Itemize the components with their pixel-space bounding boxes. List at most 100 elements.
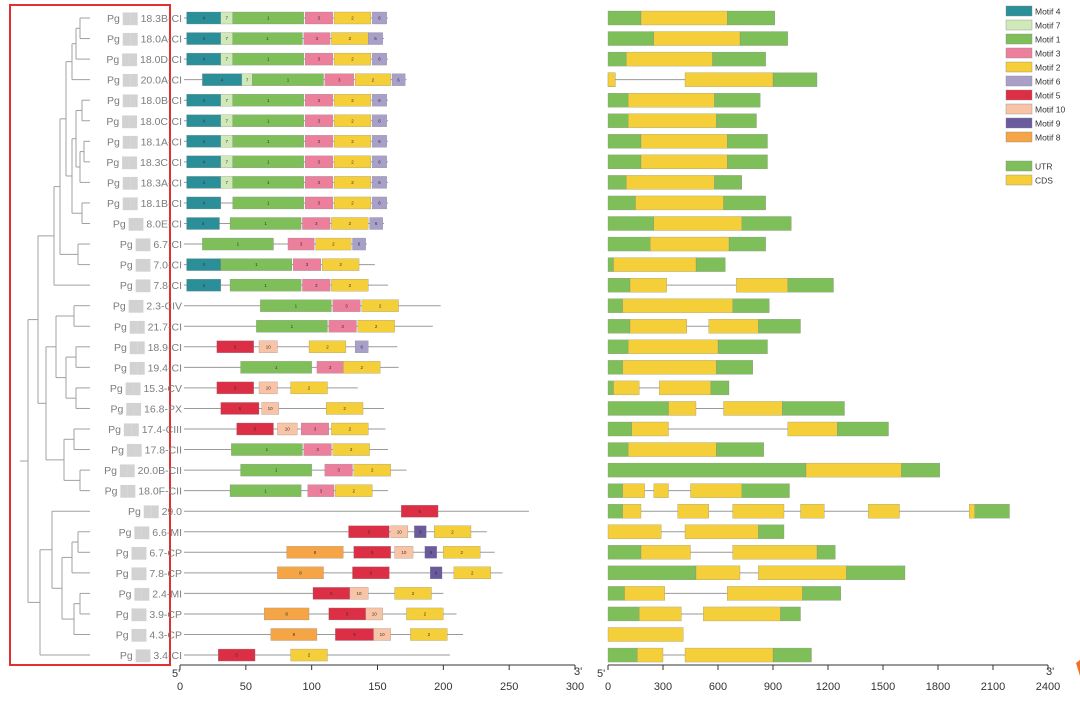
gene-label-redacted: ██ (132, 526, 153, 540)
motif-id-label: 4 (221, 77, 224, 82)
motif-id-label: 4 (202, 221, 205, 226)
utr-segment (607, 51, 627, 67)
gene-label-prefix: Pg (114, 362, 127, 374)
gene-label-prefix: Pg (119, 527, 132, 539)
motif-id-label: 2 (339, 262, 342, 267)
motif-id-label: 2 (360, 365, 363, 370)
motif-id-label: 1 (295, 303, 298, 308)
motif-id-label: 10 (285, 427, 291, 432)
motif-3-box (324, 73, 354, 86)
gene-label-redacted: ██ (120, 197, 141, 211)
cds-segment (640, 10, 728, 26)
gene-label-prefix: Pg (111, 445, 124, 457)
motif-id-label: 7 (225, 36, 228, 41)
cds-segment (684, 647, 774, 663)
gene-label-redacted: ██ (129, 608, 150, 622)
motif-id-label: 1 (264, 283, 267, 288)
gene-label: Pg ██ 18.3A-CI (107, 176, 182, 190)
utr-segment (714, 93, 761, 108)
motif-id-label: 4 (202, 201, 205, 206)
motif-id-label: 5 (234, 344, 237, 349)
gene-label-suffix: 6.7-CP (149, 547, 182, 559)
gene-label: Pg ██ 16.8-PX (110, 402, 182, 416)
gene-axis-tick-label: 900 (764, 681, 782, 693)
gene-label-redacted: ██ (121, 423, 142, 437)
gene-label: Pg ██ 18.3B-CI (107, 12, 182, 26)
motif-3-box (324, 463, 353, 477)
protein-axis-tick-label: 250 (500, 681, 518, 693)
motif-id-label: 8 (293, 632, 296, 637)
legend-label: Motif 4 (1035, 7, 1061, 17)
gene-label: Pg ██ 6.7-CP (116, 546, 182, 560)
motif-id-label: 2 (351, 139, 354, 144)
utr-segment (802, 586, 841, 601)
utr-segment (607, 360, 623, 375)
utr-segment (717, 339, 768, 354)
motif-id-label: 3 (300, 242, 303, 247)
legend-label: Motif 10 (1035, 105, 1066, 115)
motif-9-box (430, 566, 443, 579)
motif-id-label: 2 (349, 36, 352, 41)
motif-3-box (303, 32, 331, 45)
motif-1-box (232, 32, 303, 45)
motif-id-label: 6 (358, 242, 361, 247)
gene-label: Pg ██ 6.7-CI (120, 238, 182, 252)
motif-10-box (394, 546, 414, 559)
utr-segment (607, 93, 629, 108)
protein-axis-tick-label: 100 (302, 681, 320, 693)
cds-segment (628, 339, 719, 354)
motif-id-label: 2 (349, 221, 352, 226)
motif-8-box (277, 566, 324, 579)
motif-id-label: 1 (266, 36, 269, 41)
motif-id-label: 3 (341, 324, 344, 329)
motif-id-label: 3 (315, 283, 318, 288)
motif-5-box (348, 525, 390, 538)
gene-axis-tick-label: 1800 (926, 681, 950, 693)
motif-id-label: 3 (318, 98, 321, 103)
motif-id-label: 4 (202, 16, 205, 21)
gene-label: Pg ██ 18.1A-CI (107, 135, 182, 149)
motif-5-box (236, 422, 274, 436)
cds-segment (723, 401, 783, 416)
gene-label-prefix: Pg (120, 239, 133, 251)
gene-label-redacted: ██ (133, 649, 154, 663)
gene-label-suffix: 7.8-CI (153, 280, 182, 292)
motif-id-label: 6 (378, 98, 381, 103)
motif-id-label: 5 (235, 653, 238, 658)
gene-label-prefix: Pg (116, 609, 129, 621)
gene-label: Pg ██ 4.3-CP (116, 629, 182, 643)
motif-4-box (186, 278, 221, 292)
motif-1-box (232, 114, 304, 127)
gene-label: Pg ██ 21.7-CI (114, 320, 182, 334)
protein-axis-tick-label: 50 (240, 681, 252, 693)
motif-10-box (277, 422, 298, 436)
motif-id-label: 1 (237, 242, 240, 247)
utr-segment (607, 10, 642, 26)
utr-segment (727, 154, 768, 170)
utr-segment (607, 401, 669, 416)
cds-segment (622, 360, 717, 375)
gene-label: Pg ██ 18.9-CI (114, 341, 182, 355)
legend-label: Motif 9 (1035, 119, 1061, 129)
legend-label: Motif 5 (1035, 91, 1061, 101)
motif-id-label: 10 (266, 386, 272, 391)
protein-axis-tick-label: 200 (434, 681, 452, 693)
legend-label: Motif 3 (1035, 49, 1061, 59)
motif-1-box (232, 52, 304, 66)
gene-label-suffix: 2.4-MI (152, 588, 182, 600)
motif-id-label: 2 (451, 529, 454, 534)
motif-2-box (332, 443, 370, 456)
motif-id-label: 2 (351, 98, 354, 103)
motif-id-label: 4 (202, 283, 205, 288)
motif-1-box (240, 361, 312, 374)
motif-id-label: 2 (428, 632, 431, 637)
cds-segment (653, 216, 742, 231)
motif-id-label: 2 (351, 201, 354, 206)
gene-label-suffix: 19.4-CI (148, 362, 182, 374)
gene-label-redacted: ██ (117, 464, 138, 478)
utr-segment (716, 113, 757, 128)
motif-id-label: 2 (351, 57, 354, 62)
cds-segment (732, 504, 785, 519)
motif-id-label: 2 (379, 303, 382, 308)
motif-id-label: 4 (202, 98, 205, 103)
